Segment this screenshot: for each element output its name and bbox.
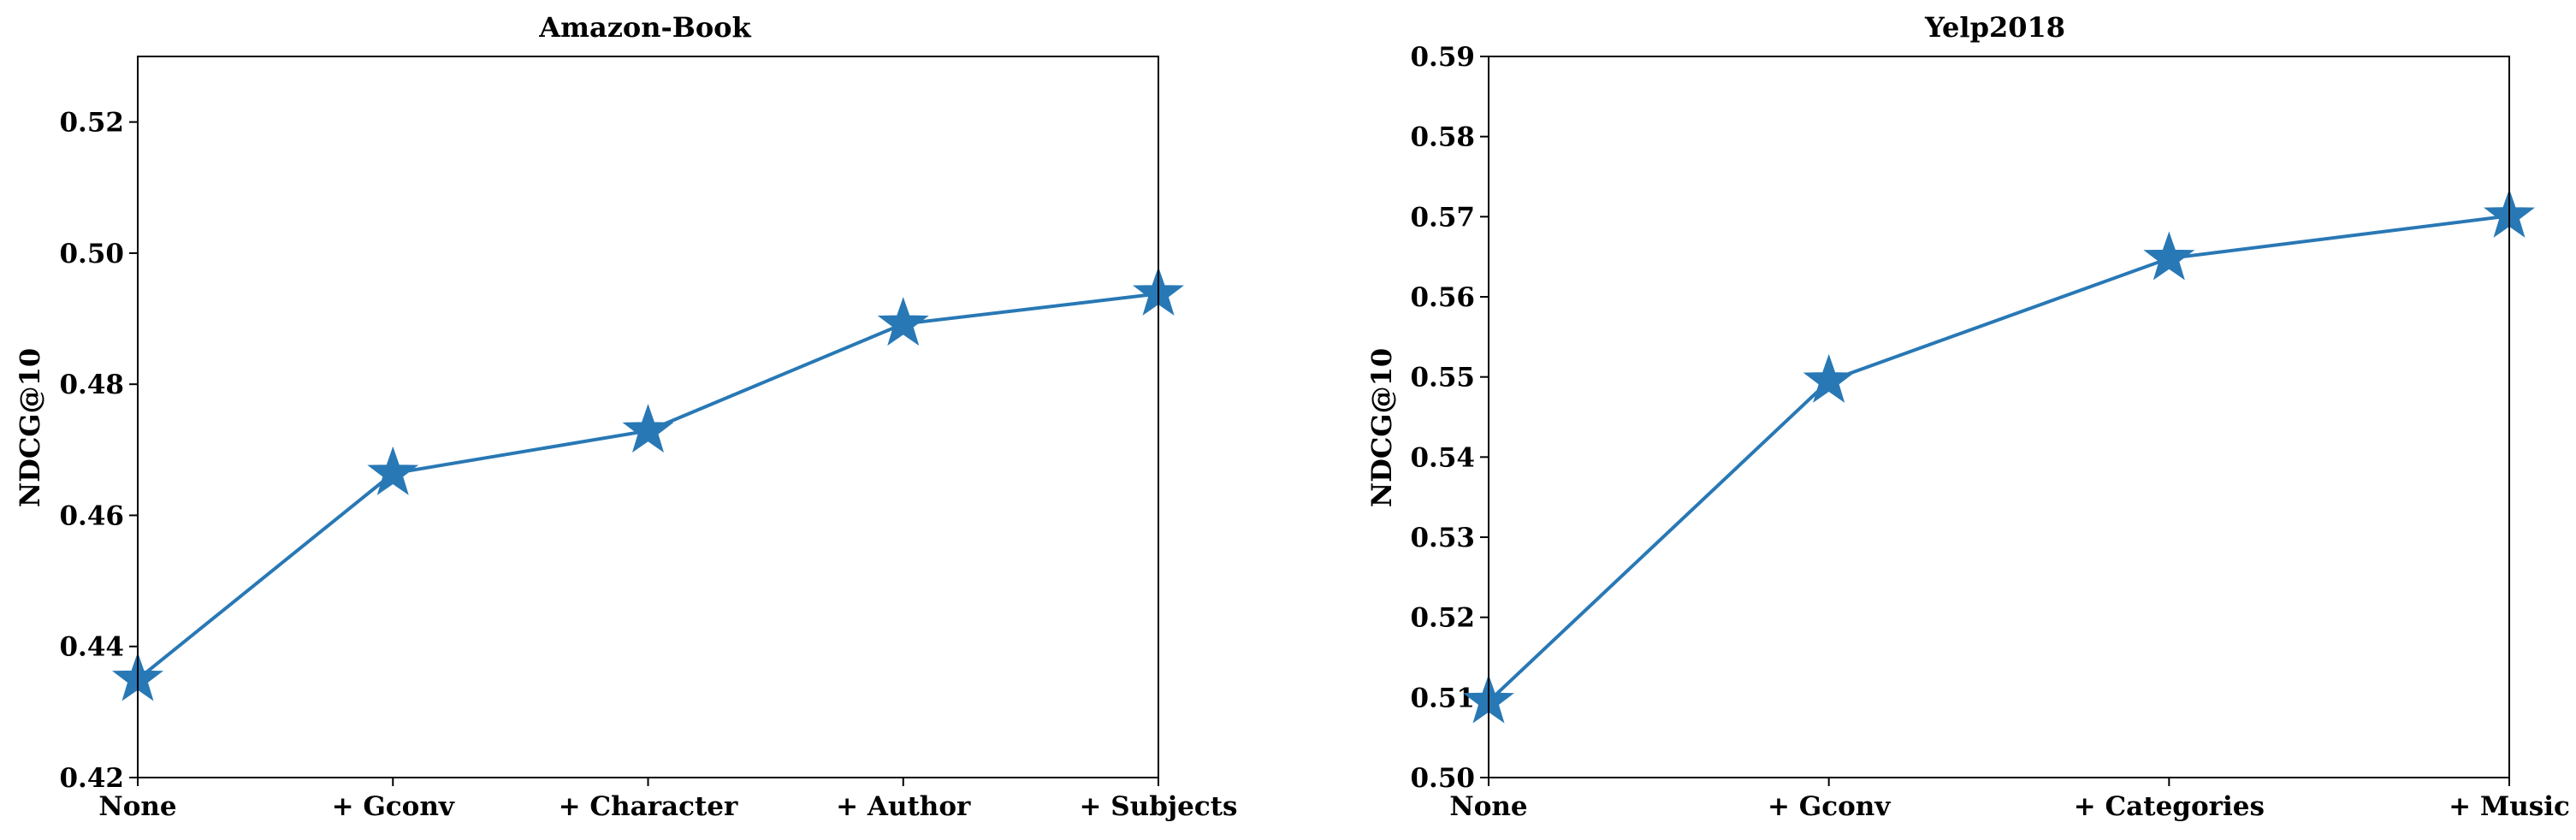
series-line: [136, 292, 1159, 681]
x-tick-label: + Author: [836, 791, 971, 822]
data-point-star: [877, 297, 929, 346]
x-tick-label: + Music: [2449, 791, 2570, 822]
y-axis-label: NDCG@10: [1365, 348, 1398, 507]
x-tick-label: + Gconv: [332, 791, 455, 822]
chart-title: Amazon-Book: [538, 11, 751, 44]
chart-title: Yelp2018: [1924, 11, 2065, 44]
chart-amazon-book: Amazon-Book NDCG@10 0.42 0.44 0.46 0.48 0.50…: [14, 11, 1237, 822]
y-axis-ticks: 0.42 0.44 0.46 0.48 0.50 0.52: [59, 108, 138, 794]
x-tick-label: None: [98, 791, 176, 822]
x-tick-label: + Subjects: [1080, 791, 1238, 822]
y-tick-label: 0.42: [59, 763, 124, 794]
y-tick-label: 0.51: [1410, 683, 1475, 713]
y-tick-label: 0.56: [1410, 282, 1475, 313]
series-group: [1463, 188, 2535, 724]
x-tick-label: None: [1449, 791, 1527, 822]
data-point-star: [622, 404, 674, 453]
data-point-star: [2143, 231, 2195, 281]
y-tick-label: 0.57: [1410, 202, 1475, 233]
y-axis-ticks: 0.50 0.51 0.52 0.53 0.54 0.55 0.56 0.57 0.58 0.59: [1410, 42, 1489, 794]
x-tick-label: + Categories: [2074, 791, 2265, 822]
chart-yelp2018: Yelp2018 NDCG@10 0.500.510.520.530.540.5…: [1365, 11, 2570, 822]
data-point-star: [367, 446, 419, 495]
x-axis-ticks: None + Gconv + Categories + Music: [1449, 778, 2570, 822]
x-axis-ticks: None + Gconv + Character + Author + Subjects: [98, 778, 1237, 822]
y-tick-label: 0.46: [59, 500, 124, 531]
y-axis-label: NDCG@10: [14, 348, 46, 507]
y-tick-label: 0.50: [1410, 763, 1475, 794]
x-tick-label: + Gconv: [1768, 791, 1891, 822]
y-tick-label: 0.58: [1410, 122, 1475, 153]
y-tick-label: 0.52: [59, 108, 124, 139]
y-tick-label: 0.44: [59, 632, 124, 663]
y-tick-label: 0.50: [59, 239, 124, 269]
series-group: [112, 266, 1184, 701]
series-line: [1487, 214, 2510, 703]
y-tick-label: 0.59: [1410, 42, 1475, 73]
y-tick-label: 0.54: [1410, 442, 1475, 473]
x-tick-label: + Character: [559, 791, 738, 822]
y-tick-label: 0.52: [1410, 603, 1475, 634]
data-point-star: [1803, 353, 1855, 403]
y-tick-label: 0.55: [1410, 363, 1475, 393]
plot-area: [1488, 56, 2510, 778]
y-tick-label: 0.53: [1410, 523, 1475, 553]
y-tick-label: 0.48: [59, 370, 124, 400]
plot-area: [137, 56, 1159, 778]
